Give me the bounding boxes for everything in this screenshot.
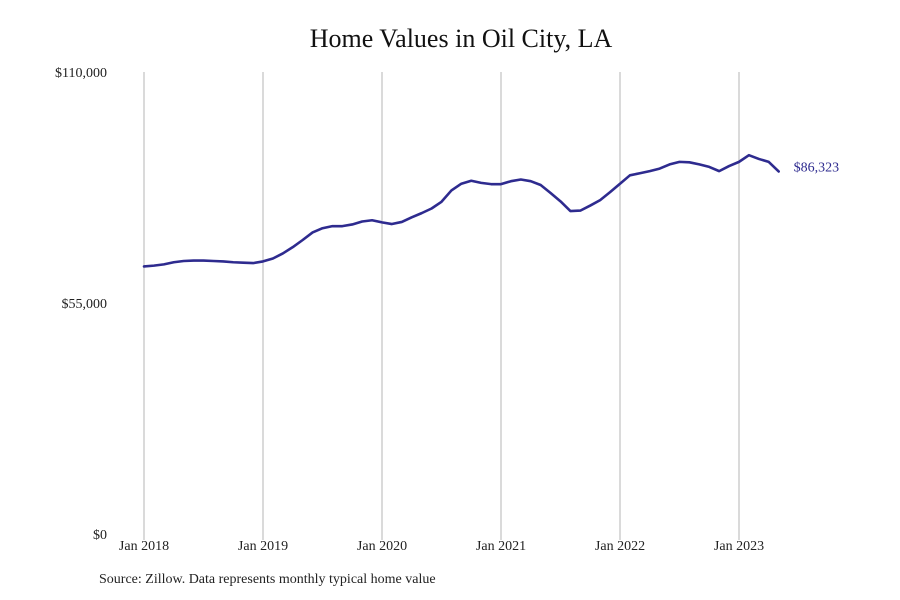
y-tick-label: $110,000 <box>55 66 107 81</box>
series-layer <box>142 153 780 268</box>
axes <box>143 534 740 540</box>
y-tick-label: $55,000 <box>62 297 108 312</box>
x-tick-label: Jan 2019 <box>238 539 288 554</box>
y-tick-label: $0 <box>93 528 107 543</box>
x-tick-label: Jan 2020 <box>357 539 407 554</box>
x-tick-label: Jan 2018 <box>119 539 169 554</box>
end-value-label: $86,323 <box>794 160 840 175</box>
chart-title: Home Values in Oil City, LA <box>309 24 613 53</box>
x-tick-label: Jan 2021 <box>476 539 526 554</box>
gridlines <box>143 72 740 534</box>
source-note: Source: Zillow. Data represents monthly … <box>99 572 436 587</box>
series-line <box>142 153 780 268</box>
labels: Jan 2018 Jan 2019 Jan 2020 Jan 2021 Jan 2022… <box>55 66 839 554</box>
x-tick-label: Jan 2022 <box>595 539 645 554</box>
x-tick-label: Jan 2023 <box>714 539 764 554</box>
